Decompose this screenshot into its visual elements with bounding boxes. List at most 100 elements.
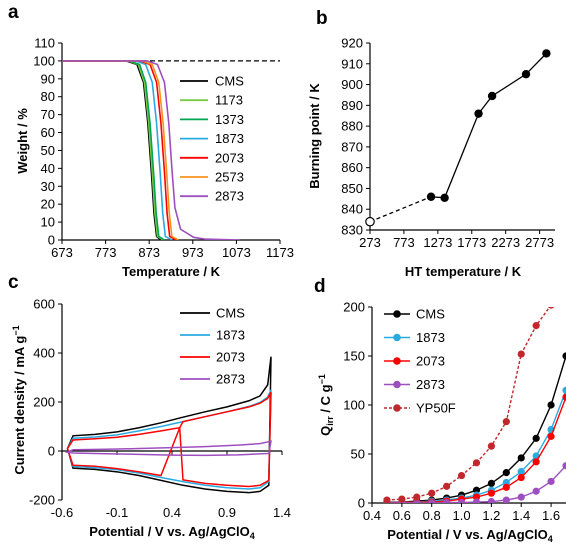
panel-b-x-tick-label: 2273 [491, 235, 520, 250]
panel-d-point-yp50f [413, 493, 421, 501]
panel-a-letter: a [8, 2, 19, 23]
panel-a-x-tick-label: 1173 [266, 245, 294, 260]
panel-b-y-tick-label: 850 [341, 181, 363, 196]
panel-b-x-tick-label: 273 [359, 235, 381, 250]
panel-c-legend-label-cms: CMS [216, 306, 245, 321]
panel-d-x-tick-label: 1.6 [542, 508, 560, 523]
panel-d-point-2073 [562, 393, 566, 401]
panel-a-y-tick-label: 90 [41, 71, 55, 86]
panel-d-legend-label-yp50f: YP50F [416, 401, 456, 416]
panel-a-legend-label-2073: 2073 [215, 150, 244, 165]
panel-c-y-label-sup: −1 [11, 325, 21, 335]
panel-a-y-tick-label: 50 [41, 143, 55, 158]
panel-d-x-tick-label: 0.6 [393, 508, 411, 523]
panel-b: b 273 773 1273 1773 2273 2773 830 840 850 860 870… [307, 8, 555, 279]
panel-d-y-tick-label: 100 [343, 398, 365, 413]
panel-a-y-tick-label: 20 [41, 197, 55, 212]
panel-d-legend-label-cms: CMS [416, 307, 445, 322]
panel-c-y-tick-label: -200 [29, 493, 55, 508]
panel-d-series-cms [386, 355, 566, 503]
panel-b-y-tick-label: 890 [341, 98, 363, 113]
panel-a-legend-label-1173: 1173 [215, 93, 243, 108]
panel-b-y-tick-label: 880 [341, 119, 363, 134]
panel-d-point-yp50f [398, 495, 406, 503]
panel-c-legend-label-2073: 2073 [216, 350, 245, 365]
panel-a-x-tick-label: 773 [95, 245, 117, 260]
panel-d-legend-marker-2873 [393, 380, 401, 389]
panel-a-y-tick-label: 80 [41, 89, 55, 104]
panel-a-legend-label-cms: CMS [215, 74, 244, 89]
panel-b-y-tick-label: 860 [341, 160, 363, 175]
panel-d-point-yp50f [443, 482, 451, 490]
panel-a-x-tick-label: 973 [182, 245, 204, 260]
panel-b-x-ticks: 273 773 1273 1773 2273 2773 [359, 230, 554, 250]
panel-d-y-tick-label: 0 [358, 496, 365, 511]
panel-a-y-tick-label: 110 [34, 36, 55, 51]
panel-c: c -0.6 -0.1 0.4 0.9 1.4 -200 0 200 400 600 CMS 18… [8, 272, 291, 541]
panel-b-y-tick-label: 920 [341, 36, 363, 51]
panel-d-point-1873 [562, 386, 566, 394]
panel-a-series-1373 [62, 60, 165, 240]
panel-a-legend: CMS 1173 1373 1873 2073 2573 2873 [180, 74, 244, 204]
panel-d-y-tick-label: 50 [351, 447, 365, 462]
panel-b-y-tick-label: 910 [341, 56, 363, 71]
panel-c-x-label-sub: 4 [250, 531, 255, 541]
panel-a-plot [62, 60, 280, 240]
panel-d-point-2873 [472, 498, 481, 503]
panel-d-series-yp50f [386, 307, 551, 501]
panel-d-point-2873 [443, 498, 451, 503]
panel-d-x-tick-label: 1.4 [512, 508, 530, 523]
panel-b-x-tick-label: 773 [393, 235, 415, 250]
panel-d-point-yp50f [548, 307, 555, 309]
panel-d-legend-label-1873: 1873 [416, 330, 445, 345]
panel-a: a 673 773 873 973 1073 1173 0 10 20 30 40 50 60 70 80… [8, 2, 294, 279]
panel-b-y-tick-label: 840 [341, 202, 363, 217]
panel-c-y-tick-label: 600 [33, 297, 55, 312]
panel-d-x-label-main: Potential / V vs. Ag/AgClO [387, 527, 548, 542]
panel-d-y-label-sup: −1 [317, 374, 327, 384]
panel-d-plot [383, 307, 566, 503]
panel-b-x-tick-label: 2773 [525, 235, 554, 250]
panel-d-point-2073 [502, 483, 510, 491]
panel-b-data-point [521, 69, 531, 79]
panel-c-x-tick-label: -0.6 [51, 505, 73, 520]
panel-a-y-tick-label: 40 [41, 161, 55, 176]
panel-d-x-label: Potential / V vs. Ag/AgClO4 [387, 527, 553, 544]
panel-a-x-tick-label: 873 [138, 245, 160, 260]
panel-d-y-label-sub: irr [325, 416, 335, 426]
panel-c-x-tick-label: 0.9 [218, 505, 236, 520]
panel-d-point-yp50f [457, 471, 466, 480]
panel-d-point-cms [562, 352, 566, 360]
panel-a-series-2573 [62, 60, 179, 240]
panel-d-y-label-suffix: / C g [318, 384, 333, 416]
panel-a-x-tick-label: 1073 [222, 245, 251, 260]
panel-d-axes [371, 307, 566, 504]
panel-d-point-cms [532, 434, 540, 442]
panel-d-point-yp50f [383, 496, 391, 503]
panel-d-point-2873 [457, 498, 466, 503]
panel-c-x-tick-label: 0.4 [163, 505, 181, 520]
panel-c-x-ticks: -0.6 -0.1 0.4 0.9 1.4 [51, 451, 291, 520]
panel-b-open-point [365, 216, 375, 227]
panel-d-y-ticks: 0 50 100 150 200 [343, 300, 372, 511]
panel-c-x-label: Potential / V vs. Ag/AgClO4 [89, 524, 255, 541]
panel-b-data-point [440, 193, 449, 202]
panel-c-series-2873 [64, 440, 272, 457]
panel-d-point-yp50f [428, 489, 436, 497]
panel-d-point-2873 [413, 499, 421, 503]
panel-d-point-2873 [487, 497, 495, 503]
panel-d-point-2873 [517, 493, 525, 501]
panel-c-legend: CMS 1873 2073 2873 [180, 306, 245, 387]
panel-d-y-label: Qirr / C g−1 [317, 374, 335, 436]
panel-d-series-1873 [386, 390, 566, 503]
panel-a-legend-label-2873: 2873 [215, 189, 244, 204]
panel-d-y-tick-label: 150 [343, 349, 365, 364]
panel-d-x-ticks: 0.4 0.6 0.8 1.0 1.2 1.4 1.6 [363, 503, 560, 523]
panel-d-point-2873 [428, 499, 436, 503]
panel-b-y-label: Burning point / K [307, 83, 322, 189]
panel-b-x-label: HT temperature / K [405, 264, 522, 279]
panel-d-y-label-main: Q [318, 426, 333, 436]
panel-d-point-2873 [502, 496, 510, 503]
panel-d: d 0.4 0.6 0.8 1.0 1.2 1.4 1.6 0 50 100 150 200 CMS… [314, 276, 566, 544]
